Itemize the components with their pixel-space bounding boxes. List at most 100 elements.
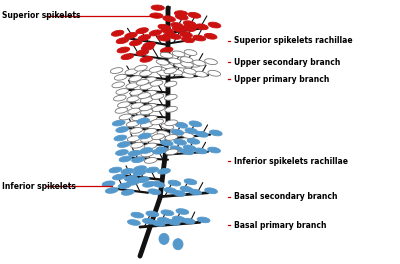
Ellipse shape (184, 50, 197, 55)
Ellipse shape (165, 135, 178, 140)
Ellipse shape (188, 61, 200, 67)
Ellipse shape (111, 30, 124, 36)
Ellipse shape (131, 212, 144, 218)
Ellipse shape (196, 24, 208, 30)
Text: Upper primary branch: Upper primary branch (234, 75, 329, 84)
Ellipse shape (127, 180, 140, 185)
Ellipse shape (144, 77, 156, 83)
Ellipse shape (167, 219, 180, 225)
Ellipse shape (164, 68, 177, 74)
Ellipse shape (162, 32, 175, 38)
Ellipse shape (181, 149, 194, 155)
Ellipse shape (172, 216, 185, 222)
Ellipse shape (171, 22, 183, 28)
Ellipse shape (180, 186, 193, 192)
Ellipse shape (181, 72, 194, 78)
Ellipse shape (205, 188, 218, 194)
Ellipse shape (151, 119, 164, 125)
Ellipse shape (180, 32, 192, 37)
Ellipse shape (193, 60, 205, 66)
Ellipse shape (158, 168, 170, 174)
Ellipse shape (149, 67, 162, 72)
Text: Inferior spikelets rachillae: Inferior spikelets rachillae (234, 157, 348, 166)
Ellipse shape (138, 35, 150, 41)
Text: Basal primary branch: Basal primary branch (234, 221, 326, 230)
Ellipse shape (148, 189, 161, 195)
Ellipse shape (172, 26, 185, 32)
Ellipse shape (152, 106, 165, 111)
Ellipse shape (144, 116, 157, 121)
Ellipse shape (140, 56, 153, 62)
Ellipse shape (144, 129, 156, 134)
Ellipse shape (128, 220, 140, 225)
Ellipse shape (172, 51, 185, 57)
Ellipse shape (182, 37, 194, 43)
Ellipse shape (141, 136, 153, 142)
Ellipse shape (131, 142, 144, 148)
Ellipse shape (146, 167, 158, 173)
Ellipse shape (174, 139, 186, 145)
Ellipse shape (176, 209, 189, 214)
Ellipse shape (168, 180, 181, 186)
Ellipse shape (138, 133, 151, 139)
Ellipse shape (165, 120, 178, 126)
Ellipse shape (189, 189, 202, 195)
Ellipse shape (174, 11, 188, 16)
Ellipse shape (136, 28, 148, 34)
Ellipse shape (150, 13, 163, 18)
Ellipse shape (161, 28, 174, 34)
Ellipse shape (164, 95, 177, 100)
Ellipse shape (130, 128, 142, 133)
Ellipse shape (140, 109, 153, 115)
Ellipse shape (158, 24, 171, 30)
Ellipse shape (141, 151, 154, 157)
Ellipse shape (143, 181, 156, 187)
Ellipse shape (125, 32, 137, 39)
Ellipse shape (188, 12, 201, 18)
Ellipse shape (161, 124, 174, 129)
Ellipse shape (208, 70, 220, 76)
Ellipse shape (149, 30, 162, 36)
Ellipse shape (160, 140, 173, 146)
Ellipse shape (181, 62, 193, 67)
Ellipse shape (138, 93, 150, 98)
Ellipse shape (185, 128, 198, 134)
Ellipse shape (133, 170, 146, 176)
Ellipse shape (183, 145, 196, 151)
Ellipse shape (115, 107, 128, 113)
Ellipse shape (132, 157, 144, 163)
Ellipse shape (194, 71, 207, 77)
Ellipse shape (140, 148, 153, 153)
Ellipse shape (170, 69, 183, 75)
Ellipse shape (140, 122, 153, 128)
Ellipse shape (116, 38, 129, 44)
Ellipse shape (105, 188, 118, 193)
Ellipse shape (208, 22, 221, 28)
Ellipse shape (157, 147, 169, 153)
Ellipse shape (170, 146, 183, 152)
Ellipse shape (205, 59, 217, 65)
Ellipse shape (131, 103, 144, 109)
Ellipse shape (116, 150, 128, 155)
Ellipse shape (143, 42, 155, 48)
Ellipse shape (127, 136, 140, 142)
Ellipse shape (127, 96, 140, 102)
Ellipse shape (128, 150, 141, 156)
Ellipse shape (129, 76, 142, 82)
Ellipse shape (146, 211, 159, 217)
Text: Inferior spikelets: Inferior spikelets (2, 182, 76, 191)
Ellipse shape (112, 82, 124, 88)
Ellipse shape (151, 93, 164, 99)
Text: Superior spikelets rachillae: Superior spikelets rachillae (234, 36, 353, 45)
Ellipse shape (119, 156, 132, 162)
Ellipse shape (118, 102, 130, 108)
Ellipse shape (114, 74, 127, 80)
Ellipse shape (168, 58, 181, 64)
Ellipse shape (110, 68, 123, 73)
Ellipse shape (144, 90, 156, 96)
Ellipse shape (157, 131, 170, 136)
Ellipse shape (118, 183, 131, 188)
Ellipse shape (121, 190, 134, 195)
Ellipse shape (140, 105, 152, 111)
Ellipse shape (157, 70, 170, 76)
